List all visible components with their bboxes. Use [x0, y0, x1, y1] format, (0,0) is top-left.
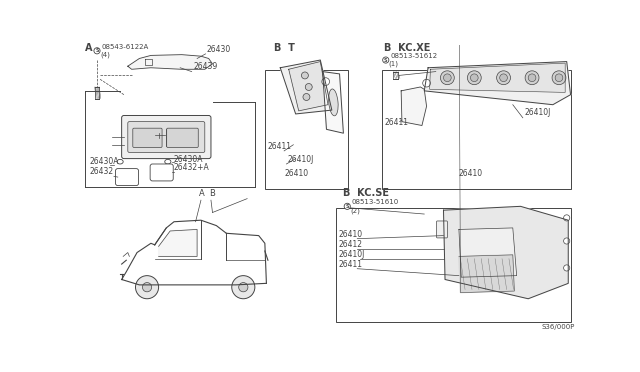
Text: B  KC.SE: B KC.SE [344, 188, 389, 198]
Circle shape [322, 78, 330, 86]
Text: 26432: 26432 [90, 167, 113, 176]
Text: 26410: 26410 [284, 169, 308, 177]
FancyBboxPatch shape [115, 169, 139, 186]
Circle shape [94, 48, 100, 54]
Text: B  KC.XE: B KC.XE [384, 43, 431, 53]
Ellipse shape [117, 159, 123, 164]
Text: 26430: 26430 [206, 45, 230, 54]
FancyBboxPatch shape [133, 128, 162, 147]
Polygon shape [429, 63, 565, 92]
Text: 08543-6122A: 08543-6122A [102, 44, 149, 50]
Text: 26432+A: 26432+A [174, 163, 210, 172]
Text: (4): (4) [100, 51, 110, 58]
Bar [382, 70, 570, 189]
Bar [265, 70, 348, 189]
Circle shape [305, 84, 312, 90]
Polygon shape [401, 87, 427, 125]
Text: 26411: 26411 [339, 260, 363, 269]
Polygon shape [128, 55, 212, 69]
Circle shape [422, 79, 431, 87]
Text: 26439: 26439 [193, 62, 218, 71]
Text: A: A [86, 43, 93, 53]
Ellipse shape [329, 89, 338, 116]
Polygon shape [459, 228, 516, 277]
FancyBboxPatch shape [122, 115, 211, 158]
Polygon shape [280, 60, 332, 114]
Text: 08513-51610: 08513-51610 [352, 199, 399, 205]
Ellipse shape [164, 159, 171, 164]
Polygon shape [159, 230, 197, 256]
Circle shape [143, 283, 152, 292]
Text: 26410J: 26410J [339, 250, 365, 259]
Text: S36/000P: S36/000P [541, 324, 575, 330]
Text: 26411: 26411 [384, 119, 408, 128]
Text: S: S [95, 48, 99, 53]
Circle shape [136, 276, 159, 299]
Polygon shape [424, 62, 570, 105]
Circle shape [303, 93, 310, 100]
Text: 26410: 26410 [339, 230, 363, 239]
Circle shape [383, 57, 389, 63]
Circle shape [239, 283, 248, 292]
Text: B  T: B T [274, 43, 295, 53]
Circle shape [555, 74, 563, 81]
Polygon shape [323, 71, 344, 133]
Circle shape [500, 74, 508, 81]
Text: (1): (1) [389, 60, 399, 67]
Text: B: B [209, 189, 214, 198]
Circle shape [470, 74, 478, 81]
Text: S: S [346, 204, 349, 209]
Circle shape [301, 72, 308, 79]
Text: (2): (2) [350, 208, 360, 214]
Circle shape [440, 71, 454, 85]
Circle shape [444, 74, 451, 81]
Bar [336, 208, 570, 322]
Circle shape [564, 215, 570, 221]
Circle shape [467, 71, 481, 85]
Text: 26411: 26411 [267, 142, 291, 151]
Polygon shape [444, 206, 568, 299]
Polygon shape [459, 255, 515, 293]
Circle shape [552, 71, 566, 85]
FancyBboxPatch shape [436, 221, 447, 238]
Circle shape [232, 276, 255, 299]
Circle shape [564, 238, 570, 244]
Circle shape [497, 71, 511, 85]
Circle shape [344, 203, 350, 209]
FancyBboxPatch shape [166, 128, 198, 147]
Polygon shape [289, 62, 328, 111]
Text: 26430A: 26430A [174, 155, 204, 164]
Text: 26410: 26410 [459, 169, 483, 177]
Text: S: S [384, 58, 387, 62]
Text: 26410J: 26410J [524, 109, 551, 118]
Text: 26410J: 26410J [287, 155, 314, 164]
FancyBboxPatch shape [150, 164, 173, 181]
Text: 08513-51612: 08513-51612 [390, 53, 438, 59]
Text: 26430A: 26430A [90, 157, 119, 166]
Circle shape [564, 265, 570, 271]
Text: A: A [198, 189, 204, 198]
Circle shape [525, 71, 539, 85]
Text: 26412: 26412 [339, 240, 363, 249]
Circle shape [528, 74, 536, 81]
FancyBboxPatch shape [128, 122, 205, 153]
